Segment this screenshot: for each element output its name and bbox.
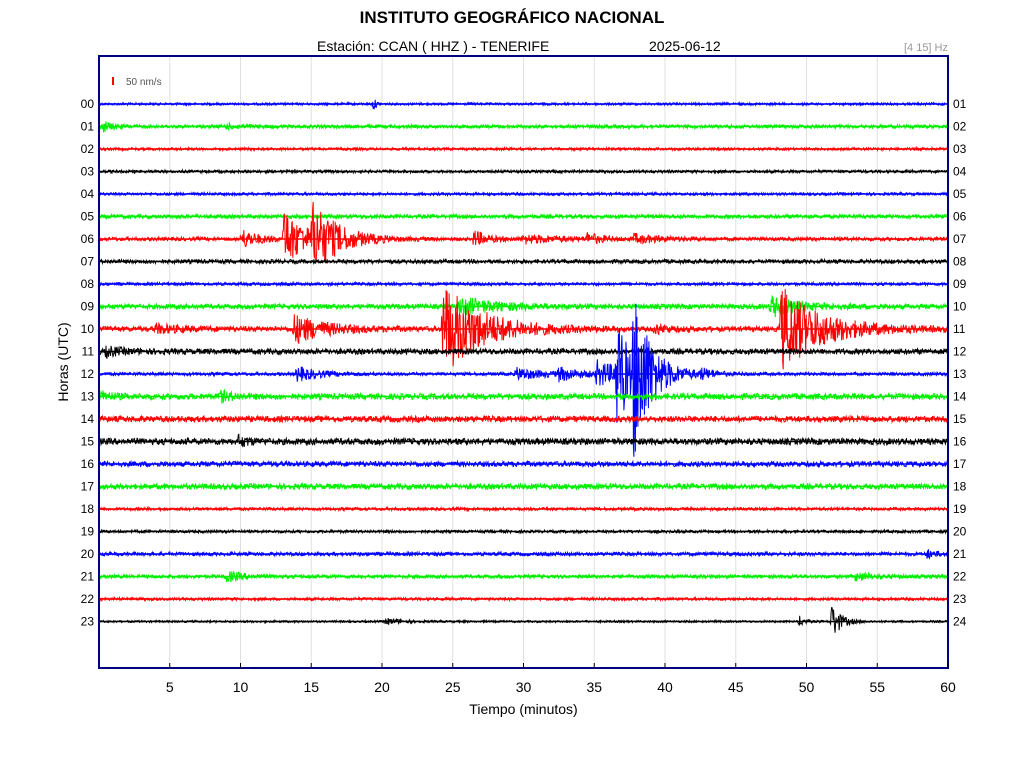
hour-label-left: 18: [81, 502, 95, 516]
hour-label-right: 11: [953, 322, 966, 336]
hour-label-left: 01: [81, 120, 95, 134]
trace-09: [98, 295, 949, 318]
hour-label-right: 03: [953, 142, 967, 156]
hour-label-left: 11: [82, 345, 95, 359]
hour-label-left: 17: [81, 480, 95, 494]
hour-label-right: 15: [953, 412, 967, 426]
hour-label-right: 08: [953, 255, 967, 269]
x-tick-label: 35: [586, 679, 602, 695]
hour-label-right: 04: [953, 165, 967, 179]
x-tick-label: 50: [799, 679, 815, 695]
trace-11: [98, 345, 949, 359]
hour-label-left: 14: [81, 412, 95, 426]
hour-label-right: 24: [953, 615, 967, 629]
hour-label-left: 00: [81, 97, 95, 111]
x-tick-label: 10: [233, 679, 249, 695]
hour-label-left: 05: [81, 210, 95, 224]
hour-label-right: 16: [953, 435, 967, 449]
hour-label-right: 02: [953, 120, 967, 134]
hour-label-left: 15: [81, 435, 95, 449]
x-tick-label: 30: [516, 679, 532, 695]
trace-07: [98, 257, 949, 266]
x-tick-label: 20: [374, 679, 390, 695]
hour-label-left: 09: [81, 300, 95, 314]
trace-15: [98, 433, 949, 448]
hour-label-left: 02: [81, 142, 95, 156]
hour-label-right: 17: [953, 457, 967, 471]
hour-label-left: 16: [81, 457, 95, 471]
hour-label-left: 07: [81, 255, 95, 269]
hour-label-left: 10: [81, 322, 95, 336]
trace-10: [98, 288, 949, 370]
trace-13: [98, 388, 949, 404]
trace-16: [98, 459, 949, 469]
hour-label-right: 06: [953, 210, 967, 224]
hour-label-left: 08: [81, 277, 95, 291]
page-title: INSTITUTO GEOGRÁFICO NACIONAL: [359, 8, 665, 27]
x-tick-label: 55: [869, 679, 885, 695]
hour-label-left: 04: [81, 187, 95, 201]
scale-label: 50 nm/s: [126, 77, 162, 88]
station-label: Estación: CCAN ( HHZ ) - TENERIFE: [317, 38, 550, 54]
hour-label-right: 13: [953, 367, 967, 381]
subtitle-row: Estación: CCAN ( HHZ ) - TENERIFE 2025-0…: [0, 38, 1024, 56]
hour-label-left: 23: [81, 615, 95, 629]
hour-label-right: 19: [953, 502, 967, 516]
hour-label-left: 12: [81, 367, 95, 381]
y-axis-label: Horas (UTC): [55, 322, 71, 401]
date-label: 2025-06-12: [649, 38, 721, 54]
x-tick-label: 40: [657, 679, 673, 695]
hour-label-right: 18: [953, 480, 967, 494]
hour-label-right: 05: [953, 187, 967, 201]
hour-label-left: 21: [81, 570, 95, 584]
hour-label-right: 01: [953, 97, 967, 111]
x-axis-label: Tiempo (minutos): [469, 701, 577, 717]
filter-band-label: [4 15] Hz: [903, 42, 948, 54]
hour-label-right: 10: [953, 300, 967, 314]
hour-label-right: 12: [953, 345, 967, 359]
hour-label-right: 22: [953, 570, 967, 584]
x-tick-label: 15: [303, 679, 319, 695]
hour-label-left: 22: [81, 592, 95, 606]
hour-label-right: 21: [953, 547, 967, 561]
x-tick-label: 25: [445, 679, 461, 695]
hour-label-right: 07: [953, 232, 967, 246]
hour-label-left: 20: [81, 547, 95, 561]
x-tick-label: 45: [728, 679, 744, 695]
hour-label-right: 23: [953, 592, 967, 606]
hour-label-left: 06: [81, 232, 95, 246]
hour-label-left: 19: [81, 525, 95, 539]
x-tick-label: 60: [940, 679, 956, 695]
hour-label-right: 09: [953, 277, 967, 291]
hour-label-left: 13: [81, 390, 95, 404]
x-tick-label: 5: [166, 679, 174, 695]
hour-label-right: 14: [953, 390, 967, 404]
hour-label-right: 20: [953, 525, 967, 539]
hour-label-left: 03: [81, 165, 95, 179]
